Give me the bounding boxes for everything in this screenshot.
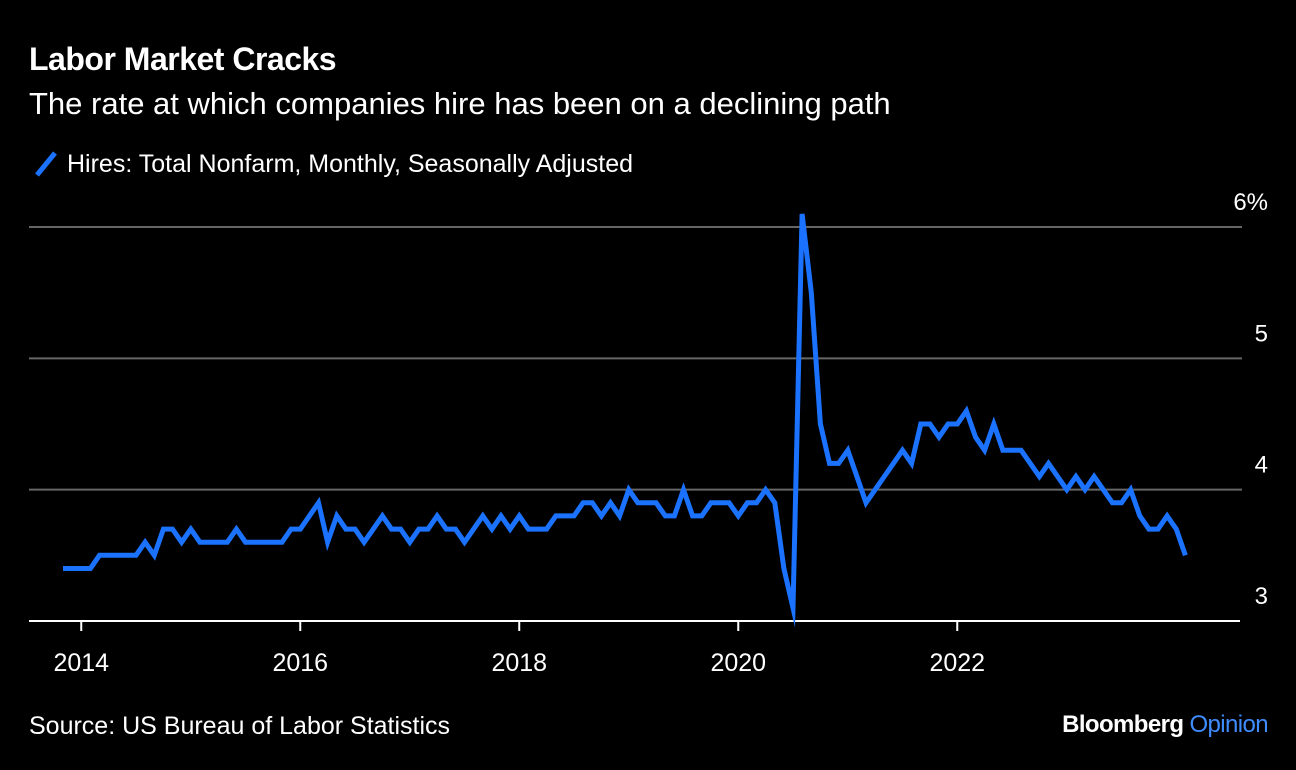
x-tick-label: 2014 xyxy=(53,649,109,677)
brand-suffix: Opinion xyxy=(1189,711,1268,738)
chart-legend: Hires: Total Nonfarm, Monthly, Seasonall… xyxy=(31,146,633,182)
gridlines xyxy=(29,226,1242,491)
legend-swatch-line-icon xyxy=(35,151,57,177)
chart-title: Labor Market Cracks xyxy=(29,41,337,77)
x-axis: 2014 2016 2018 2020 2022 xyxy=(29,620,1240,677)
y-tick-label: 5 xyxy=(1255,320,1268,347)
y-tick-label: 6% xyxy=(1233,189,1268,216)
source-note: Source: US Bureau of Labor Statistics xyxy=(29,712,451,740)
brand-name: Bloomberg xyxy=(1062,711,1184,738)
series-layer xyxy=(63,213,1188,628)
x-tick-label: 2018 xyxy=(491,649,547,677)
series-line-0 xyxy=(63,213,1188,628)
y-axis-labels: 3 4 5 6% xyxy=(1233,189,1268,610)
x-tick-label: 2022 xyxy=(929,649,985,677)
legend-label: Hires: Total Nonfarm, Monthly, Seasonall… xyxy=(67,149,634,178)
brand-logo: Bloomberg Opinion xyxy=(1062,711,1268,739)
x-tick-label: 2016 xyxy=(272,649,328,677)
y-tick-label: 3 xyxy=(1255,583,1268,610)
y-tick-label: 4 xyxy=(1255,452,1268,479)
x-tick-label: 2020 xyxy=(710,649,766,677)
chart-subtitle: The rate at which companies hire has bee… xyxy=(29,86,891,121)
